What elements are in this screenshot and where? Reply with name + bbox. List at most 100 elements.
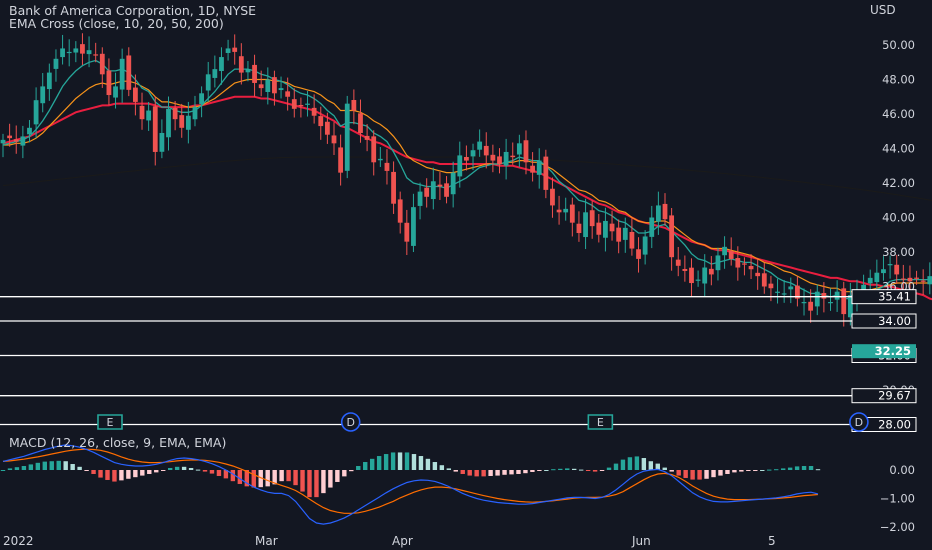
candle-body bbox=[86, 50, 92, 55]
price-tick-label: 44.00 bbox=[882, 142, 915, 156]
candle-body bbox=[576, 223, 582, 234]
macd-hist-bar bbox=[571, 468, 577, 470]
candle-body bbox=[344, 103, 350, 171]
candle-body bbox=[457, 155, 463, 177]
candle-body bbox=[377, 158, 383, 161]
candle-body bbox=[894, 264, 900, 275]
candle-body bbox=[166, 108, 171, 138]
dividend-marker bbox=[849, 412, 869, 432]
macd-hist-bar bbox=[63, 461, 68, 470]
macd-tick-label: −1.00 bbox=[880, 492, 915, 506]
macd-hist-bar bbox=[599, 470, 605, 471]
candle-body bbox=[881, 269, 886, 274]
candle-body bbox=[80, 44, 85, 54]
candle-body bbox=[212, 69, 218, 78]
macd-hist-bar bbox=[7, 468, 13, 470]
macd-hist-bar bbox=[216, 470, 222, 476]
macd-hist-bar bbox=[147, 470, 152, 474]
macd-hist-bar bbox=[815, 469, 821, 471]
level-label: 34.00 bbox=[878, 314, 911, 328]
event-label: D bbox=[855, 416, 863, 429]
candle-body bbox=[179, 115, 185, 128]
candle-body bbox=[543, 156, 549, 190]
candle-body bbox=[464, 157, 469, 161]
candle-body bbox=[272, 77, 277, 94]
indicator-label[interactable]: EMA Cross (close, 10, 20, 50, 200) bbox=[9, 16, 224, 31]
candle-body bbox=[682, 268, 688, 271]
candle-body bbox=[920, 280, 926, 282]
dividend-marker bbox=[340, 412, 361, 432]
macd-title[interactable]: MACD (12, 26, close, 9, EMA, EMA) bbox=[9, 435, 227, 450]
candle-body bbox=[397, 199, 403, 223]
candle-body bbox=[735, 258, 741, 268]
macd-histogram bbox=[0, 452, 821, 498]
macd-hist-bar bbox=[28, 464, 34, 470]
macd-hist-bar bbox=[502, 470, 507, 475]
macd-hist-bar bbox=[676, 470, 681, 476]
x-tick-label: 2022 bbox=[3, 534, 34, 548]
macd-hist-bar bbox=[718, 470, 723, 476]
macd-hist-bar bbox=[474, 470, 479, 477]
macd-hist-bar bbox=[188, 468, 194, 470]
candle-body bbox=[603, 220, 608, 238]
candle-body bbox=[742, 263, 747, 265]
macd-tick-label: 0.00 bbox=[889, 463, 915, 477]
candle-body bbox=[33, 100, 39, 125]
candle-body bbox=[40, 86, 46, 104]
candle-body bbox=[867, 277, 873, 284]
level-label: 28.00 bbox=[878, 418, 911, 432]
candle-body bbox=[655, 205, 661, 222]
candle-body bbox=[424, 187, 430, 197]
macd-hist-bar bbox=[181, 466, 187, 470]
macd-hist-bar bbox=[321, 470, 326, 494]
macd-hist-bar bbox=[620, 459, 626, 470]
macd-hist-bar bbox=[578, 469, 584, 471]
macd-hist-bar bbox=[376, 456, 382, 470]
candle-body bbox=[841, 288, 847, 315]
macd-hist-bar bbox=[523, 470, 528, 474]
candle-body bbox=[146, 110, 152, 121]
last-price-badge bbox=[852, 344, 916, 359]
candle-body bbox=[708, 268, 714, 275]
candle-body bbox=[927, 276, 932, 285]
macd-hist-bar bbox=[808, 466, 814, 470]
candle-body bbox=[761, 273, 767, 287]
candle-body bbox=[828, 302, 833, 304]
candle-body bbox=[900, 278, 906, 280]
candle-body bbox=[874, 272, 880, 283]
macd-hist-bar bbox=[251, 470, 256, 488]
macd-hist-bar bbox=[711, 470, 716, 478]
candle-body bbox=[13, 139, 19, 142]
macd-hist-bar bbox=[592, 470, 598, 472]
macd-hist-bar bbox=[112, 470, 117, 482]
macd-hist-bar bbox=[202, 470, 208, 472]
macd-line bbox=[2, 444, 819, 525]
candle-body bbox=[523, 140, 529, 163]
candle-body bbox=[93, 54, 99, 56]
candle-body bbox=[483, 145, 489, 156]
macd-hist-bar bbox=[105, 470, 110, 480]
macd-hist-bar bbox=[418, 456, 424, 470]
macd-hist-bar bbox=[209, 470, 215, 474]
macd-hist-bar bbox=[342, 470, 347, 477]
candle-body bbox=[563, 208, 569, 213]
macd-hist-bar bbox=[279, 470, 284, 482]
candle-body bbox=[391, 171, 396, 204]
candle-body bbox=[351, 100, 357, 111]
candle-body bbox=[305, 103, 310, 105]
macd-hist-bar bbox=[223, 470, 229, 479]
macd-hist-bar bbox=[683, 470, 688, 478]
candle-body bbox=[444, 183, 449, 197]
macd-hist-bar bbox=[801, 466, 807, 470]
macd-hist-bar bbox=[565, 468, 570, 470]
candle-body bbox=[748, 266, 754, 270]
macd-hist-bar bbox=[272, 470, 277, 485]
macd-hist-bar bbox=[732, 470, 737, 473]
candle-body bbox=[629, 231, 635, 249]
macd-hist-bar bbox=[606, 467, 612, 470]
chart-title: Bank of America Corporation, 1D, NYSE bbox=[9, 3, 257, 18]
event-label: E bbox=[107, 416, 114, 429]
candle-body bbox=[126, 55, 132, 90]
